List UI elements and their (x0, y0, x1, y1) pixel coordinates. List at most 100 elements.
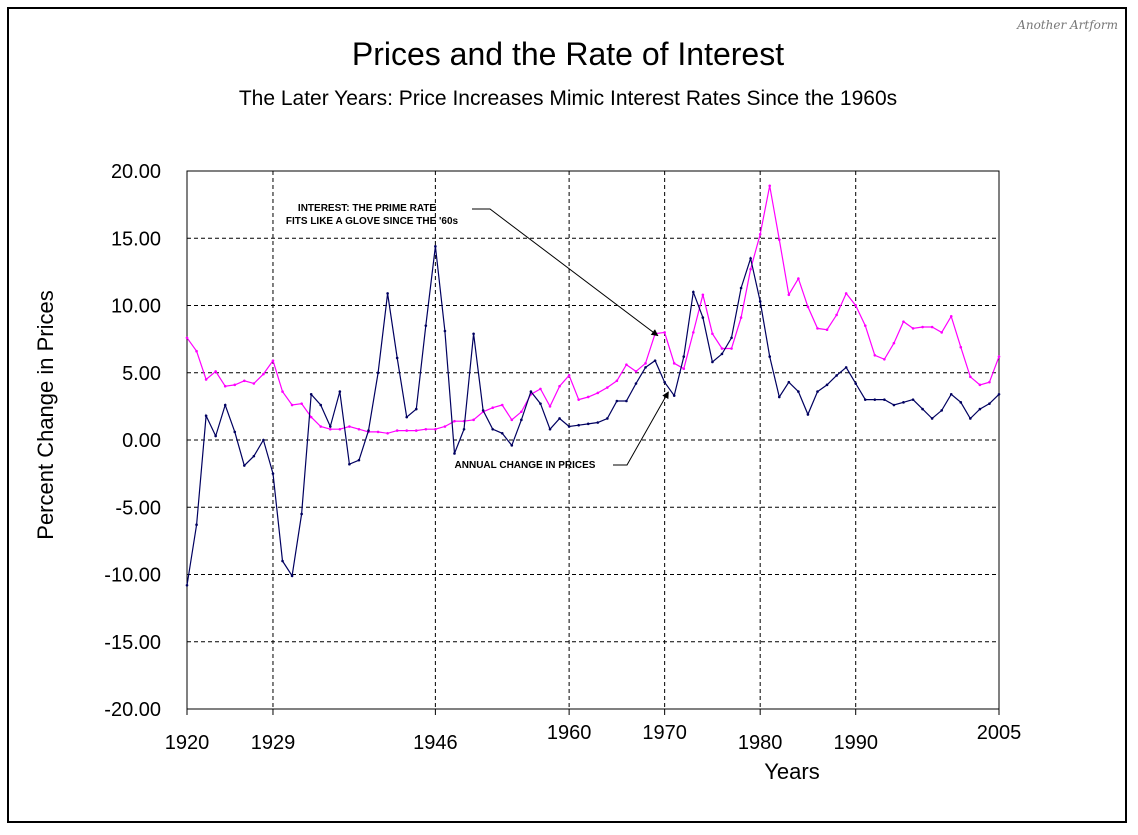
data-point (376, 371, 380, 375)
x-tick-label: 1946 (413, 732, 458, 754)
data-point (204, 378, 208, 381)
x-tick-label: 1970 (642, 722, 687, 744)
data-point (768, 355, 772, 358)
data-point (682, 355, 686, 358)
data-point (529, 390, 533, 393)
data-point (940, 331, 943, 334)
x-tick-label: 1920 (165, 732, 210, 754)
data-point (405, 429, 409, 432)
data-point (959, 345, 963, 349)
data-point (567, 425, 571, 428)
data-point (252, 382, 256, 385)
grid (186, 170, 1000, 715)
data-point (949, 392, 953, 396)
y-tick-label: -20.00 (104, 699, 161, 721)
series-line-prime-rate (186, 185, 1000, 434)
data-point (902, 320, 905, 323)
data-point (319, 403, 323, 407)
data-point (911, 327, 915, 330)
data-point (243, 379, 246, 383)
data-point (510, 444, 514, 447)
data-point (930, 325, 934, 329)
data-point (233, 430, 237, 434)
data-point (195, 523, 198, 527)
data-point (414, 407, 418, 411)
data-point (348, 462, 351, 466)
data-point (854, 304, 858, 307)
data-point (749, 267, 752, 271)
tick-labels: 20.00 15.00 10.00 5.00 0.00 -5.00 -10.00 -15.00… (104, 161, 1021, 754)
data-point (262, 372, 265, 376)
data-point (634, 370, 638, 373)
y-tick-label: -15.00 (104, 632, 161, 654)
x-tick-label: 1980 (738, 732, 783, 754)
x-axis-label: Years (764, 759, 819, 784)
data-point (959, 401, 963, 404)
x-tick-label: 1929 (251, 732, 296, 754)
y-tick-label: -10.00 (104, 565, 161, 587)
data-point (243, 464, 246, 467)
data-point (453, 419, 456, 423)
data-point (214, 370, 217, 373)
data-point (873, 353, 877, 357)
data-point (711, 360, 714, 364)
annotation-price-change: ANNUAL CHANGE IN PRICES (455, 460, 596, 471)
data-point (921, 407, 924, 411)
data-point (520, 410, 523, 414)
data-point (252, 454, 256, 458)
data-point (577, 398, 580, 401)
data-point (835, 374, 838, 377)
annotation-prime-rate-line1: INTEREST: THE PRIME RATE (298, 203, 436, 214)
data-point (223, 384, 227, 388)
data-point (911, 398, 915, 401)
data-point (204, 414, 208, 418)
data-point (806, 413, 810, 416)
data-point (844, 366, 848, 369)
data-point (338, 390, 342, 393)
data-point (577, 423, 580, 427)
data-point (615, 399, 619, 403)
data-point (491, 406, 494, 410)
data-point (682, 367, 686, 371)
data-point (606, 417, 609, 420)
data-point (787, 380, 791, 384)
data-point (500, 431, 504, 435)
data-point (949, 314, 953, 318)
data-point (586, 422, 590, 426)
data-point (596, 421, 600, 424)
data-point (997, 392, 1001, 396)
data-point (758, 300, 762, 303)
data-point (692, 290, 695, 294)
data-point (969, 417, 972, 420)
data-point (214, 434, 217, 438)
x-tick-label: 1960 (547, 722, 592, 744)
data-point (777, 395, 781, 399)
data-point (816, 390, 819, 393)
data-point (558, 384, 561, 388)
data-point (271, 472, 275, 475)
data-point (672, 394, 676, 397)
data-point (300, 402, 303, 405)
y-tick-label: 0.00 (122, 430, 161, 452)
data-point (902, 401, 905, 404)
data-point (395, 356, 399, 360)
chart-frame (7, 7, 1127, 823)
data-point (271, 359, 275, 362)
data-point (969, 375, 972, 379)
data-point (462, 427, 466, 431)
data-point (481, 409, 485, 412)
data-point (739, 286, 743, 290)
annotations: INTEREST: THE PRIME RATE FITS LIKE A GLOV… (286, 203, 669, 471)
data-point (548, 405, 552, 408)
data-point (395, 429, 399, 432)
data-point (883, 398, 886, 401)
data-point (739, 316, 743, 319)
data-point (309, 392, 313, 396)
data-point (414, 429, 418, 432)
data-point (233, 383, 237, 387)
chart-subtitle: The Later Years: Price Increases Mimic I… (239, 87, 897, 110)
data-point (185, 583, 189, 587)
data-point (367, 429, 370, 432)
data-point (290, 403, 294, 407)
x-tick-label: 1990 (833, 732, 878, 754)
